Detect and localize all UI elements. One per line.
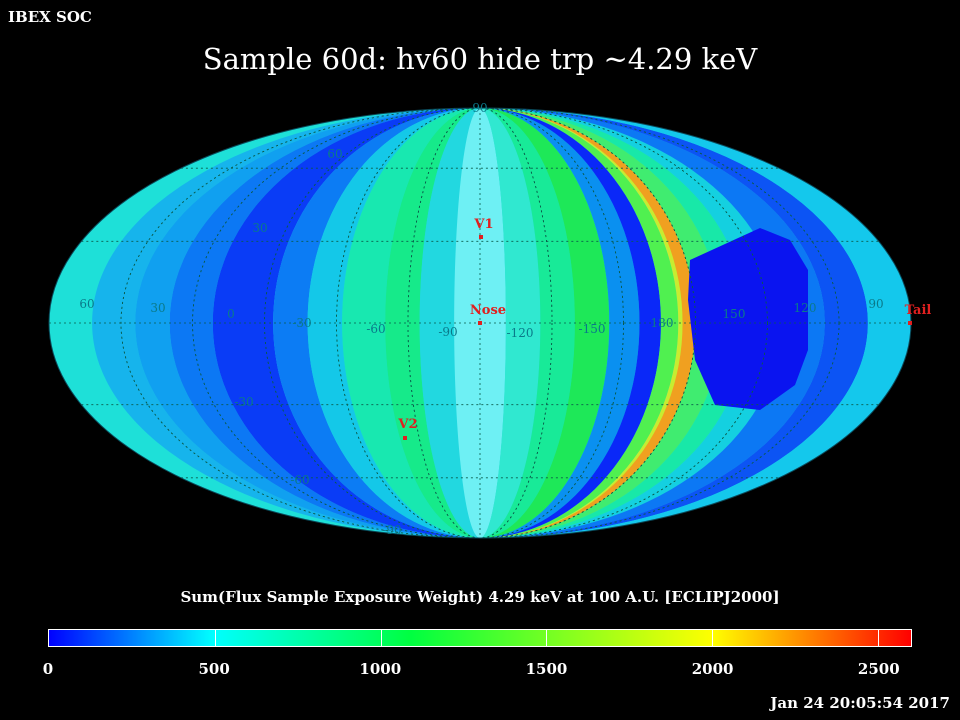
timestamp: Jan 24 20:05:54 2017 [770,694,950,712]
flux-band [169,108,480,538]
flux-band [480,108,640,538]
colorbar-tick [712,630,714,646]
longitude-label: -90 [438,325,457,339]
longitude-label: 0 [227,307,235,321]
marker-v1-label: V1 [473,217,493,232]
colorbar-tick-label: 500 [198,660,230,678]
latitude-label: 90 [472,101,487,115]
colorbar [48,629,912,647]
longitude-label: 60 [79,297,94,311]
meridian-line [407,108,553,538]
flux-band [342,108,480,538]
longitude-label: -150 [579,322,606,336]
longitude-label: -120 [507,326,534,340]
colorbar-tick [214,630,216,646]
latitude-label: -60 [290,473,309,487]
marker-v1-point [479,235,483,239]
flux-band [307,108,480,538]
marker-v2-label: V2 [397,417,417,432]
marker-tail-point [908,321,912,325]
latitude-label: -30 [234,395,253,409]
flux-band [385,108,480,538]
longitude-label: 30 [150,301,165,315]
longitude-label: -30 [292,316,311,330]
longitude-label: -60 [366,322,385,336]
colorbar-tick-label: 0 [42,660,54,678]
latitude-label: 30 [252,221,267,235]
map-title: Sample 60d: hv60 hide trp ~4.29 keV [202,42,758,76]
marker-nose-label: Nose [470,303,506,318]
low-flux-region [688,228,808,410]
longitude-label: 150 [723,307,746,321]
colorbar-tick [877,630,879,646]
marker-v2-point [403,436,407,440]
meridian-line [192,108,768,538]
flux-band [273,108,480,538]
longitude-label: 90 [868,297,883,311]
flux-band [480,108,575,538]
org-label: IBEX SOC [8,8,92,26]
longitude-label: 120 [794,301,817,315]
marker-tail-label: Tail [905,303,932,318]
colorbar-tick [380,630,382,646]
colorbar-tick-label: 2500 [857,660,900,678]
meridian-line [336,108,624,538]
flux-band [480,108,610,538]
colorbar-tick-label: 1000 [359,660,402,678]
flux-band [212,108,480,538]
colorbar-tick-label: 2000 [691,660,734,678]
marker-nose-point [478,321,482,325]
latitude-label: -90 [382,523,401,537]
colorbar-caption: Sum(Flux Sample Exposure Weight) 4.29 ke… [180,588,780,606]
colorbar-tick-label: 1500 [525,660,568,678]
latitude-label: 60 [327,147,342,161]
longitude-label: 180 [651,316,674,330]
colorbar-tick [546,630,548,646]
